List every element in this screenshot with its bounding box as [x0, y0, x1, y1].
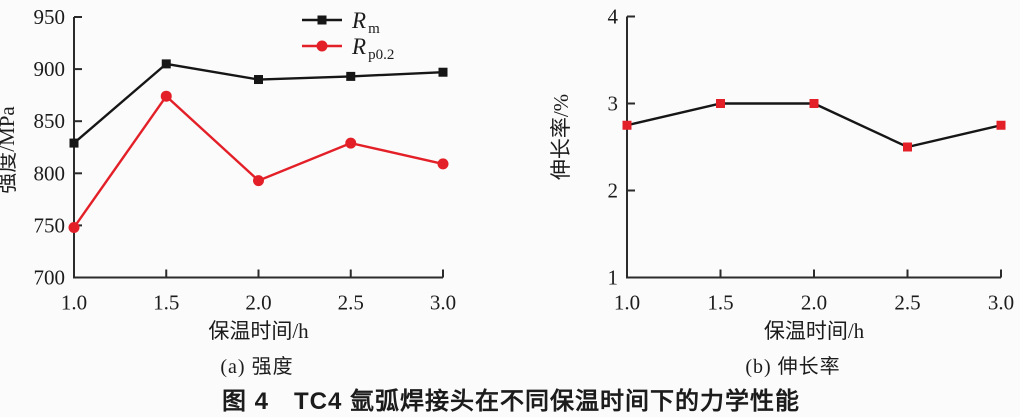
axis-spines — [626, 16, 1001, 279]
marker-elongation — [903, 142, 912, 152]
marker-elongation — [622, 120, 632, 130]
y-tick-label: 700 — [34, 266, 66, 290]
y-tick-label: 800 — [34, 161, 66, 185]
legend-label-main: R — [351, 34, 366, 59]
x-tick-label: 2.0 — [801, 291, 827, 315]
y-tick-label: 1 — [608, 266, 619, 290]
y-tick-label: 4 — [608, 5, 619, 29]
marker-Rm — [254, 75, 263, 85]
charts-canvas: 700 750 800 850 900 950 1.0 1.5 2.0 2.5 3.0 强度/MPa 保… — [0, 5, 1014, 344]
x-axis-title: 保温时间/h — [764, 319, 865, 343]
x-tick-label: 3.0 — [988, 291, 1014, 315]
marker-Rm — [346, 71, 356, 81]
x-tick-label: 1.0 — [61, 291, 87, 315]
y-tick-label: 750 — [34, 213, 66, 237]
x-tick-label: 1.0 — [614, 291, 640, 315]
axis-spines — [73, 17, 443, 279]
marker-Rm — [69, 138, 79, 148]
marker-elongation — [716, 99, 725, 108]
marker-Rp0.2 — [345, 137, 357, 149]
chart-elongation: 1 2 3 4 1.0 1.5 2.0 2.5 3.0 伸长率/% 保温时间/h — [549, 5, 1014, 344]
marker-Rp0.2 — [437, 158, 449, 170]
marker-Rm — [161, 59, 171, 69]
legend-marker-Rp0.2 — [316, 40, 328, 52]
legend-marker-Rm — [317, 15, 327, 25]
marker-Rp0.2 — [68, 221, 80, 233]
x-tick-label: 1.5 — [707, 291, 733, 315]
figure-caption: 图 4 TC4 氩弧焊接头在不同保温时间下的力学性能 — [221, 388, 801, 415]
legend-label-main: R — [351, 8, 366, 33]
subcaption-b-elongation: (b) 伸长率 — [745, 356, 841, 378]
x-tick-label: 1.5 — [153, 291, 179, 315]
chart-strength: 700 750 800 850 900 950 1.0 1.5 2.0 2.5 3.0 强度/MPa 保… — [0, 5, 456, 343]
x-tick-label: 2.5 — [894, 291, 920, 315]
legend-label-subscript: p0.2 — [368, 47, 394, 63]
marker-Rm — [438, 67, 448, 77]
y-tick-label: 3 — [608, 92, 619, 116]
marker-elongation — [809, 99, 819, 108]
legend-label-subscript: m — [368, 21, 380, 37]
series-line-Rp0.2 — [73, 94, 444, 229]
x-tick-label: 3.0 — [430, 291, 456, 315]
x-tick-label: 2.0 — [245, 291, 271, 315]
series-line-elongation — [626, 102, 1002, 149]
subcaption-a-strength: (a) 强度 — [220, 356, 294, 378]
x-axis-title: 保温时间/h — [208, 319, 309, 343]
x-tick-label: 2.5 — [338, 291, 364, 315]
y-axis-title: 强度/MPa — [0, 106, 19, 194]
marker-Rp0.2 — [253, 175, 264, 187]
y-tick-label: 2 — [608, 179, 619, 203]
y-tick-label: 900 — [34, 57, 66, 81]
y-tick-label: 950 — [34, 5, 66, 29]
marker-Rp0.2 — [160, 90, 172, 102]
y-axis-title: 伸长率/% — [549, 94, 573, 180]
y-tick-label: 850 — [34, 109, 66, 133]
marker-elongation — [996, 120, 1006, 130]
